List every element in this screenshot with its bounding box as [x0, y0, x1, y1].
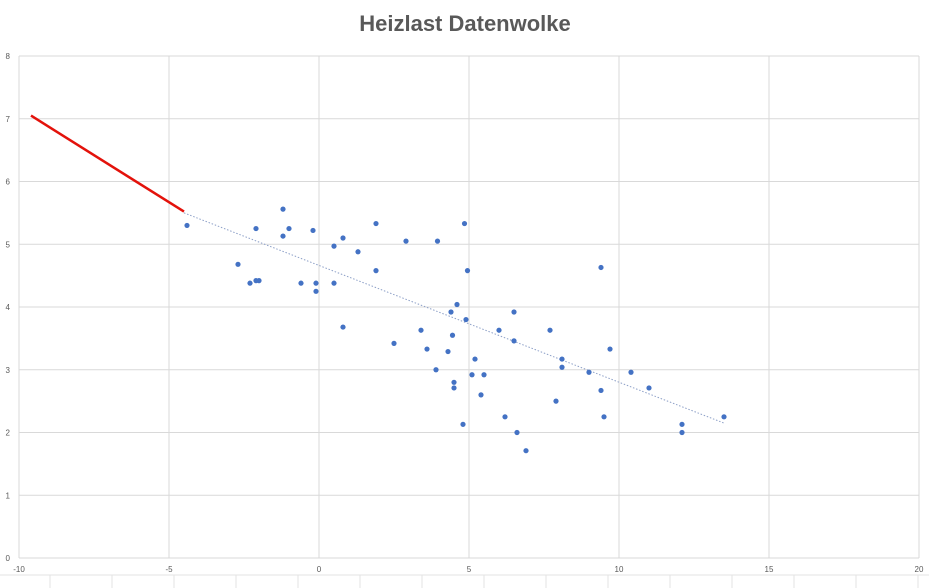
highlight-line [30, 114, 185, 213]
chart-gridlines [18, 55, 920, 559]
data-points [184, 206, 727, 454]
data-point [586, 369, 592, 375]
data-point [502, 414, 508, 420]
data-point [628, 369, 634, 375]
data-point [331, 280, 337, 286]
x-tick-label: 5 [467, 565, 472, 574]
data-point [553, 398, 559, 404]
data-point [313, 280, 319, 286]
data-point [472, 356, 478, 362]
data-point [460, 421, 466, 427]
data-point [340, 324, 346, 330]
chart-lines [30, 114, 725, 424]
data-point [256, 278, 262, 284]
y-tick-label: 3 [6, 366, 11, 375]
data-point [559, 364, 565, 370]
y-tick-label: 1 [6, 491, 11, 500]
data-point [547, 327, 553, 333]
data-point [679, 429, 685, 436]
data-point [355, 249, 361, 255]
data-point [373, 220, 379, 227]
data-point [391, 340, 397, 346]
data-point [451, 379, 457, 385]
data-point [434, 238, 441, 244]
y-tick-label: 5 [6, 240, 11, 249]
data-point [523, 448, 529, 454]
axis-tick-labels: 0 1 2 3 4 5 6 7 8 -10 -5 0 5 10 15 20 [6, 52, 924, 574]
chart-title: Heizlast Datenwolke [359, 11, 571, 36]
y-tick-label: 0 [6, 554, 11, 563]
y-tick-label: 8 [6, 52, 11, 61]
data-point [280, 233, 286, 239]
data-point [286, 225, 292, 232]
data-point [331, 243, 337, 249]
x-tick-label: 20 [915, 565, 924, 574]
data-point [235, 261, 241, 267]
data-point [373, 268, 379, 274]
x-tick-label: 0 [317, 565, 322, 574]
trendline [183, 212, 725, 424]
data-point [598, 387, 604, 394]
data-point [298, 280, 304, 286]
data-point [721, 414, 727, 420]
data-point [463, 316, 469, 323]
data-point [514, 429, 520, 436]
x-tick-label: -10 [13, 565, 25, 574]
data-point [607, 346, 613, 352]
data-point [247, 280, 253, 286]
data-point [451, 385, 457, 391]
y-tick-label: 4 [6, 303, 11, 312]
data-point [340, 235, 346, 241]
data-point [469, 372, 475, 378]
data-point [598, 264, 604, 271]
y-tick-label: 7 [6, 115, 11, 124]
data-point [454, 301, 460, 308]
x-tick-label: -5 [165, 565, 173, 574]
data-point [445, 348, 451, 355]
x-tick-label: 10 [615, 565, 624, 574]
data-point [496, 327, 502, 333]
data-point [424, 346, 430, 352]
data-point [403, 238, 409, 244]
data-point [461, 220, 468, 227]
y-tick-label: 2 [6, 429, 11, 438]
x-tick-label: 15 [765, 565, 774, 574]
data-point [280, 206, 286, 212]
data-point [679, 421, 685, 427]
data-point [478, 392, 484, 398]
data-point [511, 338, 517, 344]
data-point [184, 222, 190, 229]
data-point [464, 268, 471, 274]
data-point [310, 227, 316, 234]
data-point [601, 414, 607, 420]
data-point [448, 309, 454, 315]
data-point [253, 225, 259, 232]
data-point [449, 332, 456, 338]
data-point [313, 288, 319, 294]
y-tick-label: 6 [6, 178, 11, 187]
data-point [418, 327, 424, 333]
spreadsheet-gridlines [0, 574, 929, 588]
data-point [559, 356, 565, 362]
data-point [433, 367, 439, 373]
data-point [646, 385, 652, 391]
data-point [481, 372, 487, 378]
data-point [511, 309, 517, 315]
